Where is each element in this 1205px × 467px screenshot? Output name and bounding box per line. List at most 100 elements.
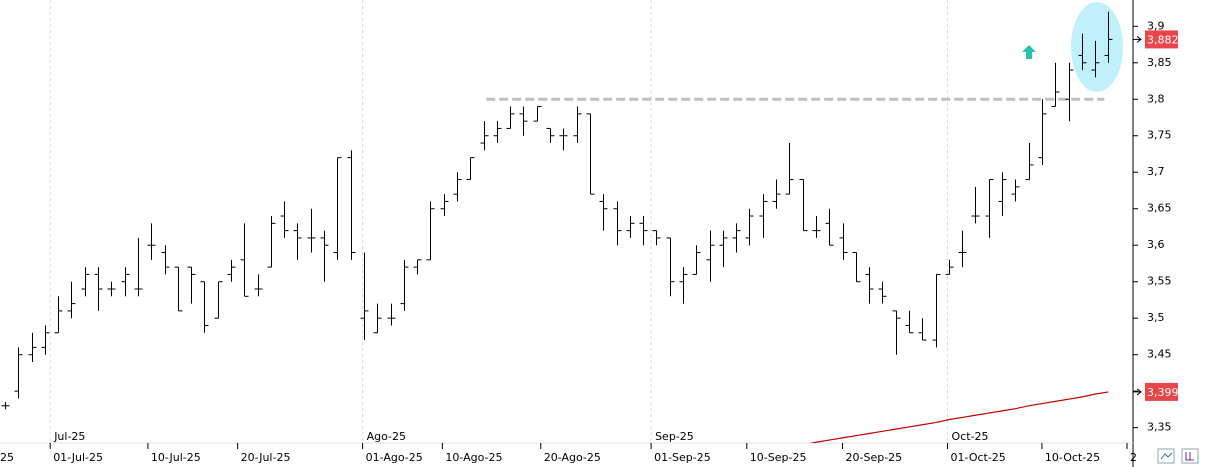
ohlc-bar xyxy=(373,303,382,334)
zoom-icon[interactable] xyxy=(1157,448,1175,464)
ohlc-bar xyxy=(519,106,528,136)
ohlc-bar xyxy=(1104,11,1113,63)
ohlc-bar xyxy=(692,245,701,275)
up-arrow xyxy=(1022,45,1036,59)
ohlc-bar xyxy=(878,281,887,304)
ohlc-bar xyxy=(174,266,183,312)
ohlc-bar xyxy=(293,223,302,260)
ohlc-bar xyxy=(67,281,76,319)
x-tick-label: 10-Sep-25 xyxy=(750,451,807,464)
ohlc-bar xyxy=(493,121,502,144)
ohlc-bar xyxy=(652,230,661,246)
price-tag-label: 3,882 xyxy=(1147,33,1179,46)
ohlc-bar xyxy=(599,194,608,231)
ohlc-bar xyxy=(400,259,409,311)
ohlc-bar xyxy=(679,267,688,304)
ohlc-bar xyxy=(1,402,10,410)
ohlc-bar xyxy=(812,216,821,238)
ohlc-bar xyxy=(387,303,396,326)
ohlc-bar xyxy=(785,143,794,195)
month-label: Jul-25 xyxy=(53,430,85,443)
ohlc-bar xyxy=(533,106,542,122)
x-tick-label: 10-Jul-25 xyxy=(151,451,201,464)
x-tick-label: 10-Ago-25 xyxy=(445,451,502,464)
price-marker xyxy=(1133,36,1142,43)
ohlc-bar xyxy=(852,252,861,283)
ohlc-bar xyxy=(506,106,515,129)
ohlc-bar xyxy=(1065,62,1074,122)
ohlc-bar xyxy=(480,121,489,151)
ohlc-bar xyxy=(706,230,715,282)
ohlc-bar xyxy=(732,223,741,253)
price-tag-label: 3,399 xyxy=(1147,386,1179,399)
price-tag xyxy=(1145,382,1178,401)
y-tick-label: 3,45 xyxy=(1147,348,1172,361)
highlight-ellipse xyxy=(1071,2,1123,92)
ohlc-bar xyxy=(825,208,834,246)
month-label: Ago-25 xyxy=(367,430,406,443)
y-tick-label: 3,8 xyxy=(1147,92,1165,105)
ohlc-bar xyxy=(905,310,914,334)
ohlc-bar xyxy=(559,128,568,151)
ohlc-bar xyxy=(426,201,435,261)
ohlc-bar xyxy=(54,296,63,334)
ohlc-bar xyxy=(187,266,196,304)
y-tick-label: 3,9 xyxy=(1147,19,1165,32)
ohlc-bar xyxy=(932,273,941,348)
x-tick-label: 10-Oct-25 xyxy=(1045,451,1100,464)
ohlc-bar xyxy=(267,216,276,268)
x-tick-label: 20-Ago-25 xyxy=(544,451,601,464)
ohlc-bar xyxy=(719,230,728,268)
y-tick-label: 3,85 xyxy=(1147,56,1172,69)
ohlc-bar xyxy=(759,194,768,238)
ohlc-bar xyxy=(360,252,369,341)
ohlc-bar xyxy=(214,281,223,319)
ohlc-bar xyxy=(985,179,994,238)
ohlc-bar xyxy=(613,201,622,246)
x-tick-label: 01-Ago-25 xyxy=(366,451,423,464)
x-tick-label: 2 xyxy=(1130,451,1137,464)
ohlc-bar xyxy=(94,267,103,311)
ohlc-bar xyxy=(1025,143,1034,181)
ohlc-bar xyxy=(227,259,236,282)
ohlc-bar xyxy=(440,194,449,217)
ohlc-bar xyxy=(134,237,143,297)
ohlc-bar xyxy=(839,223,848,260)
ohlc-bar xyxy=(772,179,781,209)
ohlc-bar xyxy=(1091,40,1100,78)
ohlc-bar xyxy=(586,113,595,195)
y-tick-label: 3,7 xyxy=(1147,165,1165,178)
x-tick-label: 01-Jul-25 xyxy=(53,451,103,464)
ohlc-bar xyxy=(1038,99,1047,165)
ohlc-bar xyxy=(466,157,475,181)
x-tick-label: 01-Sep-25 xyxy=(654,451,711,464)
ohlc-bar xyxy=(147,223,156,260)
y-tick-label: 3,55 xyxy=(1147,275,1172,288)
ohlc-bar xyxy=(453,172,462,202)
x-tick-label: 01-Oct-25 xyxy=(951,451,1006,464)
ohlc-bar xyxy=(107,281,116,297)
month-label: Oct-25 xyxy=(952,430,989,443)
ohlc-bar xyxy=(666,237,675,297)
ohlc-bar xyxy=(945,259,954,275)
ohlc-bar xyxy=(240,223,249,297)
x-tick-label: 25 xyxy=(0,451,14,464)
x-tick-label: 20-Jul-25 xyxy=(241,451,291,464)
ohlc-bar xyxy=(958,230,967,268)
ohlc-bar xyxy=(745,208,754,246)
zoom-icon-glyph xyxy=(1160,452,1173,460)
ohlc-bar xyxy=(307,208,316,253)
x-tick-label: 20-Sep-25 xyxy=(846,451,903,464)
ohlc-bar xyxy=(413,259,422,275)
ohlc-bar xyxy=(573,106,582,144)
ohlc-bar xyxy=(865,267,874,304)
y-tick-label: 3,6 xyxy=(1147,238,1165,251)
ohlc-bar xyxy=(347,150,356,260)
ohlc-bar xyxy=(892,310,901,355)
ohlc-bar xyxy=(200,281,209,333)
ohlc-bar xyxy=(81,267,90,297)
ohlc-bar xyxy=(918,318,927,341)
ohlc-bar xyxy=(639,216,648,246)
ohlc-bar xyxy=(280,201,289,238)
